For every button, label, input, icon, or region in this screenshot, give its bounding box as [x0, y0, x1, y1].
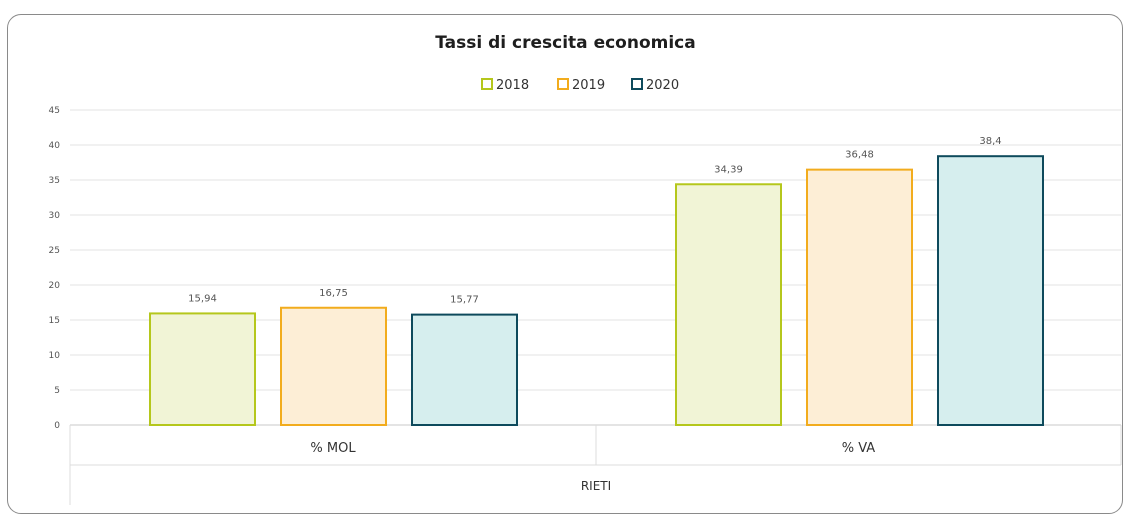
data-label: 15,94 — [188, 293, 217, 304]
y-tick-label: 5 — [54, 386, 60, 396]
data-label: 16,75 — [319, 288, 348, 299]
x-category-label: % MOL — [310, 441, 356, 456]
y-tick-label: 10 — [49, 351, 61, 361]
bar — [280, 306, 387, 426]
y-tick-label: 45 — [49, 106, 60, 116]
legend-swatch — [631, 78, 643, 90]
data-label: 34,39 — [714, 164, 743, 175]
bar — [806, 168, 913, 426]
bar — [937, 155, 1044, 426]
y-tick-label: 35 — [49, 176, 60, 186]
y-tick-label: 40 — [49, 141, 61, 151]
legend-label: 2019 — [572, 78, 605, 93]
x-category-label: % VA — [842, 441, 876, 456]
chart-title: Tassi di crescita economica — [435, 33, 696, 53]
bars: 15,94 16,75 15,77 34,39 36,48 38,4 — [149, 136, 1044, 427]
data-label: 38,4 — [979, 136, 1001, 147]
y-axis: 0 5 10 15 20 25 30 35 40 45 — [49, 106, 61, 431]
y-tick-label: 20 — [49, 281, 61, 291]
legend-label: 2018 — [496, 78, 529, 93]
legend: 2018 2019 2020 — [481, 78, 679, 93]
bar — [411, 313, 518, 426]
legend-swatch — [557, 78, 569, 90]
y-tick-label: 0 — [54, 421, 60, 431]
x-axis: % MOL % VA RIETI — [69, 425, 1122, 505]
bar — [149, 312, 256, 427]
x-group-label: RIETI — [581, 479, 611, 493]
y-tick-label: 15 — [49, 316, 60, 326]
y-tick-label: 25 — [49, 246, 60, 256]
legend-label: 2020 — [646, 78, 679, 93]
bar — [675, 183, 782, 426]
y-tick-label: 30 — [49, 211, 61, 221]
data-label: 15,77 — [450, 295, 479, 306]
data-label: 36,48 — [845, 150, 874, 161]
legend-swatch — [481, 78, 493, 90]
